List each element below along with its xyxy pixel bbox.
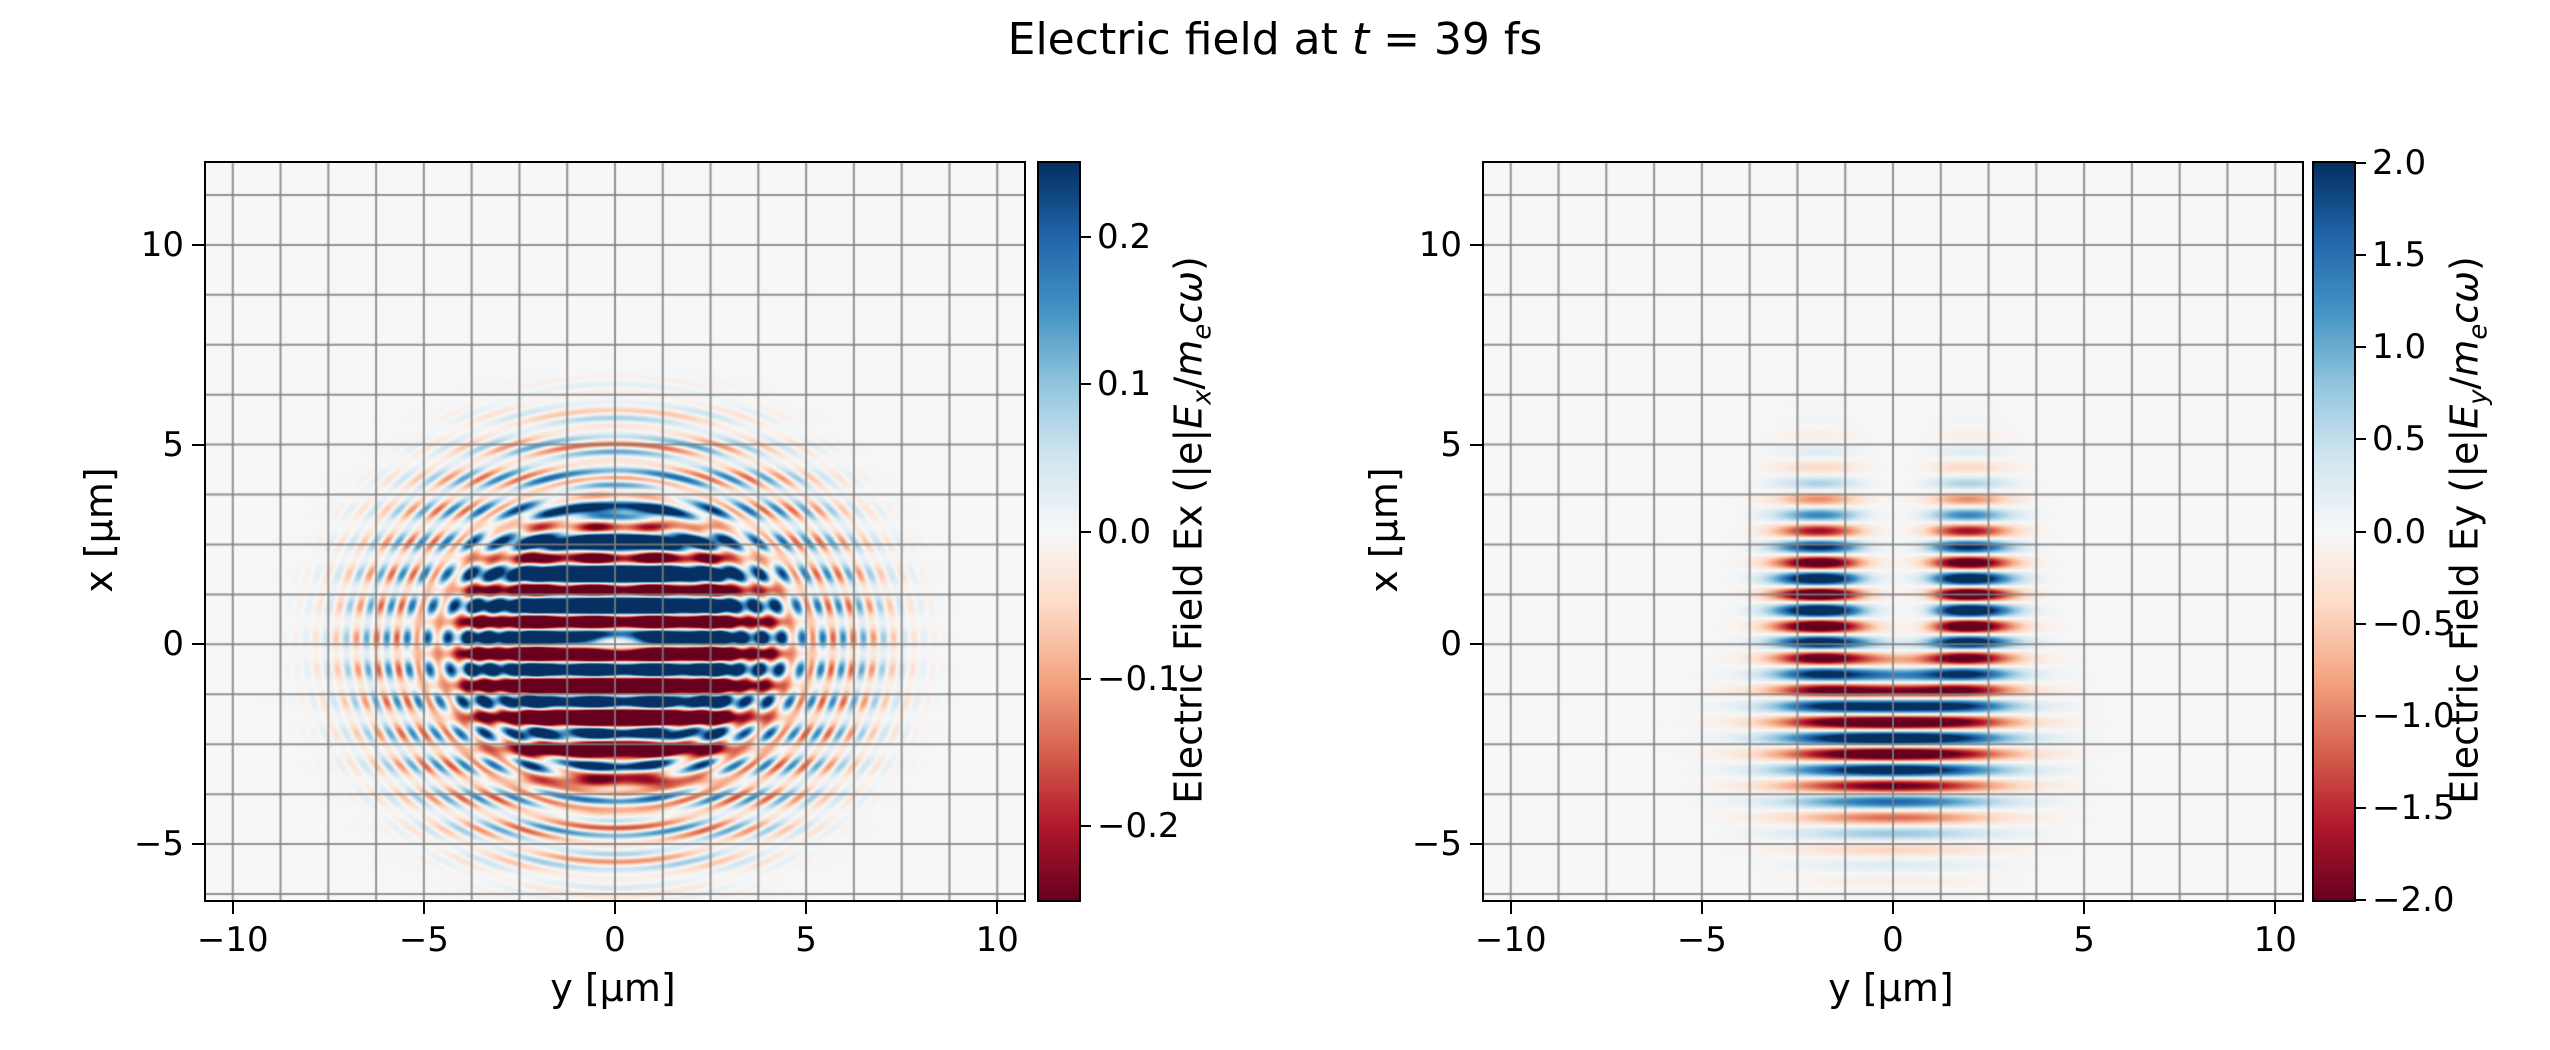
title-time-variable: t xyxy=(1351,14,1370,65)
colorbar-tick xyxy=(2356,254,2366,257)
ex-y-axis-label: x [μm] xyxy=(77,467,121,593)
colorbar-tick-label: −0.5 xyxy=(2372,603,2455,644)
colorbar-tick xyxy=(2356,438,2366,441)
y-tick xyxy=(192,243,204,246)
colorbar-tick-label: 0.0 xyxy=(1097,511,1152,552)
cb-label-close: ) xyxy=(2442,256,2487,271)
y-tick-label: 0 xyxy=(1440,624,1462,665)
colorbar-tick xyxy=(1081,235,1091,238)
ey-plot-area xyxy=(1482,161,2304,902)
cb-label-close: ) xyxy=(1166,256,1211,271)
cb-label-E: E xyxy=(2442,404,2487,429)
ey-y-axis-label: x [μm] xyxy=(1362,467,1406,593)
y-tick-label: 0 xyxy=(162,624,184,665)
y-tick xyxy=(1470,443,1482,446)
title-time-value: = 39 fs xyxy=(1369,14,1543,65)
y-tick xyxy=(192,643,204,646)
colorbar-tick xyxy=(2356,346,2366,349)
title-text: Electric field at xyxy=(1007,14,1352,65)
y-tick xyxy=(192,443,204,446)
y-tick xyxy=(1470,243,1482,246)
cb-label-m: m xyxy=(2442,339,2487,377)
y-tick-label: 5 xyxy=(1440,424,1462,465)
colorbar-tick xyxy=(1081,530,1091,533)
cb-label-omega: ω xyxy=(1166,270,1211,303)
x-tick xyxy=(1509,902,1512,914)
colorbar-tick xyxy=(2356,899,2366,901)
colorbar-tick-label: −0.2 xyxy=(1097,806,1180,847)
cb-label-omega: ω xyxy=(2442,270,2487,303)
y-tick-label: 5 xyxy=(162,424,184,465)
colorbar-tick-label: 0.5 xyxy=(2372,419,2427,460)
x-tick-label: −5 xyxy=(398,920,449,960)
ex-colorbar-label: Electric Field Ex (|e|Ex/mecω) xyxy=(1167,256,1218,804)
ey-colorbar-canvas xyxy=(2314,163,2354,900)
colorbar-tick-label: 0.0 xyxy=(2372,511,2427,552)
x-tick-label: −10 xyxy=(1474,920,1547,960)
cb-label-c: c xyxy=(2442,302,2487,324)
colorbar-tick-label: 0.2 xyxy=(1097,216,1152,257)
ex-colorbar-canvas xyxy=(1039,163,1079,900)
colorbar-tick xyxy=(2356,530,2366,533)
colorbar-tick xyxy=(1081,825,1091,828)
x-tick-label: 10 xyxy=(975,920,1019,960)
cb-label-m: m xyxy=(1166,339,1211,377)
cb-label-E-sub: x xyxy=(1187,389,1218,405)
x-tick xyxy=(231,902,234,914)
cb-label-slash: / xyxy=(1166,376,1211,390)
x-tick xyxy=(996,902,999,914)
cb-label-E-sub: y xyxy=(2463,389,2494,405)
colorbar-tick-label: −1.5 xyxy=(2372,787,2455,828)
x-tick-label: 5 xyxy=(2073,920,2095,960)
cb-label-slash: / xyxy=(2442,376,2487,390)
colorbar-tick-label: −1.0 xyxy=(2372,695,2455,736)
colorbar-tick-label: −2.0 xyxy=(2372,880,2455,920)
x-tick-label: 5 xyxy=(795,920,817,960)
x-tick-label: −5 xyxy=(1676,920,1727,960)
ex-plot-area xyxy=(204,161,1026,902)
y-tick-label: 10 xyxy=(1418,224,1462,265)
cb-label-m-sub: e xyxy=(2463,323,2494,340)
x-tick-label: 0 xyxy=(1882,920,1904,960)
colorbar-tick xyxy=(2356,162,2366,164)
ey-x-axis-label: y [μm] xyxy=(1828,966,1954,1010)
y-tick-label: −5 xyxy=(133,824,184,865)
colorbar-tick xyxy=(1081,677,1091,680)
y-tick-label: 10 xyxy=(140,224,184,265)
colorbar-tick xyxy=(2356,714,2366,717)
x-tick-label: 10 xyxy=(2253,920,2297,960)
x-tick xyxy=(805,902,808,914)
y-tick xyxy=(192,843,204,846)
figure-title: Electric field at t = 39 fs xyxy=(0,14,2550,65)
ey-colorbar xyxy=(2312,161,2356,902)
ex-x-axis-label: y [μm] xyxy=(550,966,676,1010)
ex-colorbar xyxy=(1037,161,1081,902)
ex-heatmap-canvas xyxy=(206,163,1024,900)
x-tick-label: 0 xyxy=(604,920,626,960)
colorbar-tick xyxy=(1081,383,1091,386)
cb-label-m-sub: e xyxy=(1187,323,1218,340)
y-tick-label: −5 xyxy=(1411,824,1462,865)
colorbar-tick-label: 1.0 xyxy=(2372,327,2427,368)
x-tick xyxy=(2083,902,2086,914)
x-tick xyxy=(1700,902,1703,914)
colorbar-tick-label: 2.0 xyxy=(2372,143,2427,183)
x-tick xyxy=(2274,902,2277,914)
colorbar-tick xyxy=(2356,806,2366,809)
y-tick xyxy=(1470,643,1482,646)
x-tick xyxy=(614,902,616,914)
cb-label-text: Electric Field Ex (|e| xyxy=(1166,428,1211,804)
cb-label-E: E xyxy=(1166,404,1211,429)
colorbar-tick xyxy=(2356,622,2366,625)
colorbar-tick-label: 0.1 xyxy=(1097,364,1152,405)
y-tick xyxy=(1470,843,1482,846)
colorbar-tick-label: −0.1 xyxy=(1097,658,1180,699)
ey-heatmap-canvas xyxy=(1484,163,2302,900)
x-tick xyxy=(422,902,425,914)
x-tick xyxy=(1892,902,1894,914)
x-tick-label: −10 xyxy=(196,920,269,960)
cb-label-c: c xyxy=(1166,302,1211,324)
colorbar-tick-label: 1.5 xyxy=(2372,235,2427,276)
